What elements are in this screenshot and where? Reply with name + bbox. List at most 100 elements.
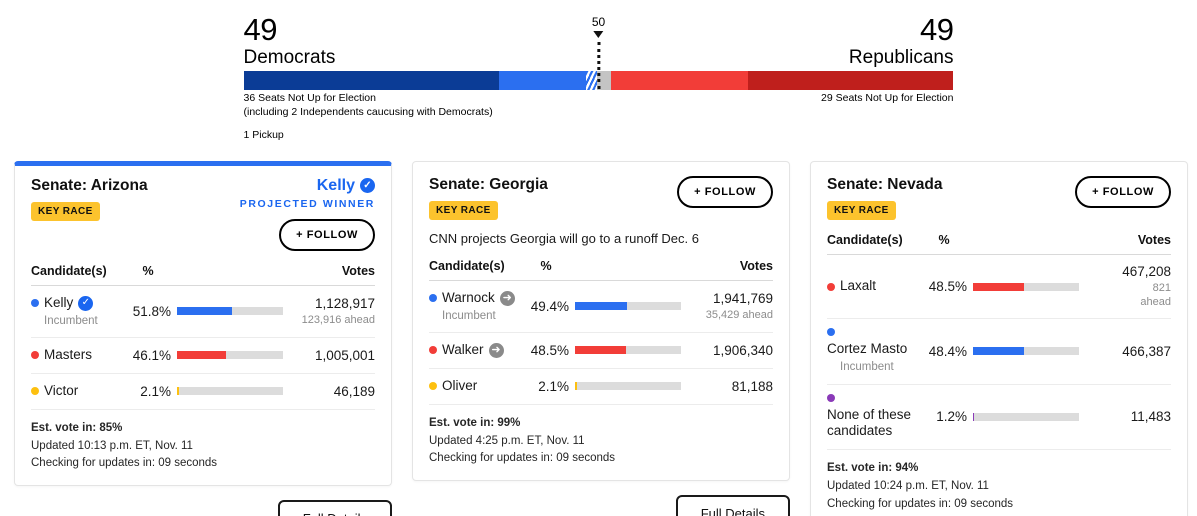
candidate-votes: 11,483: [1130, 409, 1171, 425]
rep-count-block: 49 Republicans: [849, 14, 954, 68]
candidate-votes: 1,906,340: [712, 342, 773, 358]
candidate-percent: 48.5%: [530, 342, 569, 358]
candidate-name-cell: Walker ➜: [429, 342, 517, 359]
candidate-votes-cell: 1,906,340: [687, 343, 773, 358]
candidate-name: Laxalt: [840, 278, 877, 294]
percent-bar-track: [575, 302, 681, 311]
race-card-head-right: + FOLLOW: [1075, 175, 1171, 208]
candidate-percent: 2.1%: [538, 378, 569, 394]
race-card-footer: Est. vote in: 99% Updated 4:25 p.m. ET, …: [429, 405, 773, 468]
race-card-arizona: Senate: Arizona KEY RACE Kelly ✓ PROJECT…: [14, 160, 392, 487]
majority-marker: 50: [591, 15, 606, 90]
candidate-votes: 1,128,917: [314, 295, 375, 311]
candidate-name-cell: None of these candidates: [827, 393, 915, 441]
race-card-head-right: + FOLLOW: [677, 175, 773, 208]
candidate-row: Oliver 2.1% 81,188: [429, 369, 773, 405]
full-details-button[interactable]: Full Details: [675, 495, 790, 516]
key-race-badge: KEY RACE: [31, 201, 100, 221]
candidate-name: Cortez Masto: [827, 341, 908, 357]
candidate-votes-cell: 1,941,769 35,429 ahead: [687, 291, 773, 322]
bop-segment-dem-leading: [585, 71, 598, 91]
candidate-table-header: Candidate(s) % Votes: [31, 264, 375, 286]
pickup-note: 1 Pickup: [243, 128, 284, 141]
runoff-projection-note: CNN projects Georgia will go to a runoff…: [429, 230, 699, 246]
candidate-row: Walker ➜ 48.5% 1,906,340: [429, 333, 773, 369]
race-column-arizona: Senate: Arizona KEY RACE Kelly ✓ PROJECT…: [14, 160, 392, 516]
candidate-party-dot: [31, 299, 39, 308]
incumbent-label: Incumbent: [44, 314, 98, 327]
candidate-name-cell: Laxalt: [827, 278, 915, 295]
candidate-row: None of these candidates 1.2% 11,483: [827, 385, 1171, 451]
bop-segment-undecided: [597, 71, 611, 91]
candidate-name-cell: Warnock ➜ Incumbent: [429, 290, 517, 323]
candidate-table-header: Candidate(s) % Votes: [827, 233, 1171, 255]
rep-seat-count: 49: [920, 12, 954, 47]
candidate-votes-cell: 1,128,917 123,916 ahead: [289, 296, 375, 327]
candidate-percent: 2.1%: [140, 383, 171, 399]
key-race-badge: KEY RACE: [429, 200, 498, 220]
candidate-party-dot: [429, 294, 437, 303]
race-card-head-left: Senate: Nevada KEY RACE: [827, 176, 942, 220]
est-vote-in: Est. vote in: 99%: [429, 416, 521, 429]
candidate-percent: 48.4%: [928, 343, 967, 359]
bop-segment-rep-holdover: [747, 71, 954, 91]
percent-bar-track: [575, 346, 681, 355]
votes-ahead-note: 821 ahead: [1140, 281, 1171, 309]
candidate-votes: 467,208: [1122, 263, 1171, 279]
majority-marker-label: 50: [591, 15, 606, 29]
candidate-rows: Laxalt 48.5% 467,208 821 ahead Cortez Ma…: [827, 255, 1171, 451]
dem-count-block: 49 Democrats: [244, 14, 336, 68]
percent-bar-track: [575, 382, 681, 391]
candidate-name-cell: Kelly ✓ Incumbent: [31, 295, 119, 328]
follow-button[interactable]: + FOLLOW: [1075, 175, 1171, 208]
projected-winner-name: Kelly ✓: [317, 177, 375, 195]
candidate-row: Laxalt 48.5% 467,208 821 ahead: [827, 255, 1171, 320]
candidate-percent: 48.5%: [928, 279, 967, 295]
follow-button[interactable]: + FOLLOW: [279, 218, 375, 251]
candidate-votes-cell: 46,189: [289, 384, 375, 399]
candidate-name-cell: Victor: [31, 383, 119, 400]
runoff-arrow-icon: ➜: [488, 342, 504, 358]
percent-bar-fill: [177, 351, 226, 360]
percent-bar-track: [177, 351, 283, 360]
runoff-arrow-icon: ➜: [499, 290, 515, 306]
percent-bar-fill: [575, 382, 578, 391]
votes-ahead-note: 35,429 ahead: [705, 308, 773, 321]
race-column-georgia: Senate: Georgia KEY RACE + FOLLOW CNN pr…: [412, 160, 790, 516]
updated-timestamp: Updated 10:24 p.m. ET, Nov. 11: [827, 480, 989, 493]
update-countdown: Checking for updates in: 09 seconds: [31, 457, 218, 470]
candidate-votes-cell: 11,483: [1085, 409, 1171, 424]
candidate-row: Kelly ✓ Incumbent 51.8% 1,128,917 123,91…: [31, 286, 375, 338]
race-title: Senate: Arizona: [31, 176, 148, 194]
balance-of-power: 49 Democrats 49 Republicans 50 36 Seats …: [243, 14, 954, 141]
candidate-name: Masters: [44, 346, 93, 362]
candidate-votes: 1,005,001: [314, 347, 375, 363]
winner-check-icon: ✓: [360, 178, 375, 194]
race-column-nevada: Senate: Nevada KEY RACE + FOLLOW Candida…: [810, 160, 1188, 516]
percent-bar-fill: [575, 346, 627, 355]
percent-bar-track: [973, 347, 1079, 356]
candidate-rows: Warnock ➜ Incumbent 49.4% 1,941,769 35,4…: [429, 281, 773, 405]
full-details-button[interactable]: Full Details: [277, 500, 392, 516]
dem-seats-note: 36 Seats Not Up for Election (including …: [243, 92, 493, 119]
rep-seats-note: 29 Seats Not Up for Election: [821, 92, 954, 105]
candidate-votes: 466,387: [1122, 343, 1171, 359]
winner-check-icon: ✓: [78, 295, 94, 311]
candidate-table-header: Candidate(s) % Votes: [429, 259, 773, 281]
update-countdown: Checking for updates in: 09 seconds: [429, 452, 616, 465]
percent-bar-track: [973, 282, 1079, 291]
race-card-footer: Est. vote in: 94% Updated 10:24 p.m. ET,…: [827, 450, 1171, 513]
percent-bar-fill: [973, 412, 975, 421]
percent-bar-fill: [973, 347, 1025, 356]
candidate-name: Warnock: [442, 289, 495, 305]
percent-bar-track: [973, 412, 1079, 421]
candidate-percent: 1.2%: [936, 409, 967, 425]
candidate-votes-cell: 1,005,001: [289, 348, 375, 363]
follow-button[interactable]: + FOLLOW: [677, 175, 773, 208]
candidate-row: Cortez Masto Incumbent 48.4% 466,387: [827, 319, 1171, 385]
est-vote-in: Est. vote in: 85%: [31, 421, 123, 434]
percent-bar-track: [177, 307, 283, 316]
percent-bar-fill: [177, 307, 232, 316]
candidate-party-dot: [827, 393, 835, 402]
percent-bar-fill: [575, 302, 628, 311]
